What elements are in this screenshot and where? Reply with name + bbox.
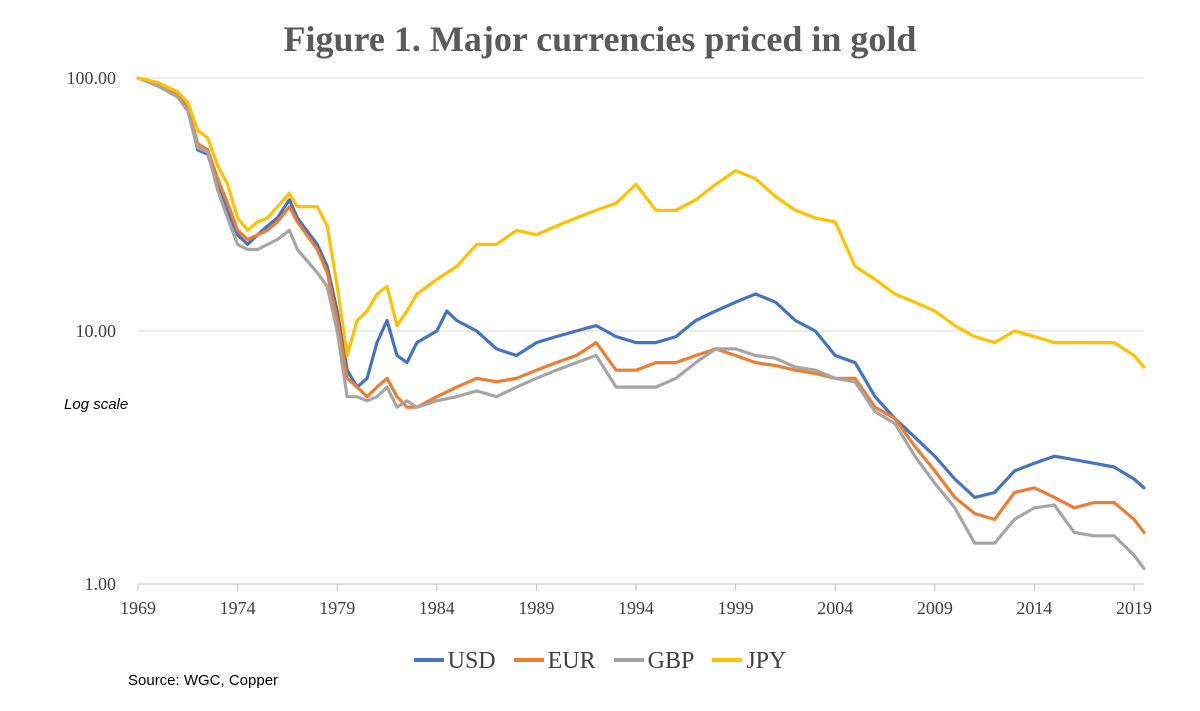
series-line-jpy xyxy=(136,76,1146,369)
legend-item-gbp: GBP xyxy=(613,648,695,675)
legend-label-jpy: JPY xyxy=(746,648,787,674)
x-tick-label: 2014 xyxy=(1016,598,1052,618)
series-line-eur xyxy=(136,76,1146,534)
x-tick-label: 1974 xyxy=(220,598,256,618)
x-tick-label: 1994 xyxy=(618,598,654,618)
series-lines xyxy=(136,76,1146,571)
legend-item-usd: USD xyxy=(413,648,496,675)
legend: USD EUR GBP JPY xyxy=(0,648,1200,675)
x-tick-label: 1989 xyxy=(518,598,554,618)
y-tick-label: 1.00 xyxy=(85,574,117,594)
x-tick-label: 1979 xyxy=(319,598,355,618)
y-axis-ticks: 100.00 10.00 1.00 xyxy=(67,68,117,594)
x-tick-label: 2009 xyxy=(917,598,953,618)
x-tick-label: 1999 xyxy=(718,598,754,618)
legend-label-usd: USD xyxy=(447,648,496,674)
gridlines xyxy=(138,77,1144,585)
legend-item-jpy: JPY xyxy=(712,648,786,675)
chart-title: Figure 1. Major currencies priced in gol… xyxy=(283,19,917,59)
series-line-usd xyxy=(136,76,1146,499)
legend-swatch-jpy xyxy=(712,658,743,663)
y-tick-label: 10.00 xyxy=(76,321,117,341)
x-axis: 1969 1974 1979 1984 1989 1994 1999 2004 2009 2014… xyxy=(120,583,1152,618)
y-tick-label: 100.00 xyxy=(67,68,117,88)
legend-label-eur: EUR xyxy=(547,648,596,674)
legend-swatch-usd xyxy=(413,658,444,663)
log-scale-note: Log scale xyxy=(64,396,129,413)
legend-swatch-eur xyxy=(513,658,544,663)
x-tick-label: 2019 xyxy=(1116,598,1152,618)
x-tick-label: 1969 xyxy=(120,598,156,618)
legend-label-gbp: GBP xyxy=(647,648,695,674)
source-note: Source: WGC, Copper xyxy=(128,672,279,689)
x-tick-label: 1984 xyxy=(419,598,455,618)
legend-swatch-gbp xyxy=(613,658,644,663)
series-line-gbp xyxy=(136,76,1146,571)
legend-item-eur: EUR xyxy=(513,648,596,675)
x-tick-label: 2004 xyxy=(817,598,853,618)
